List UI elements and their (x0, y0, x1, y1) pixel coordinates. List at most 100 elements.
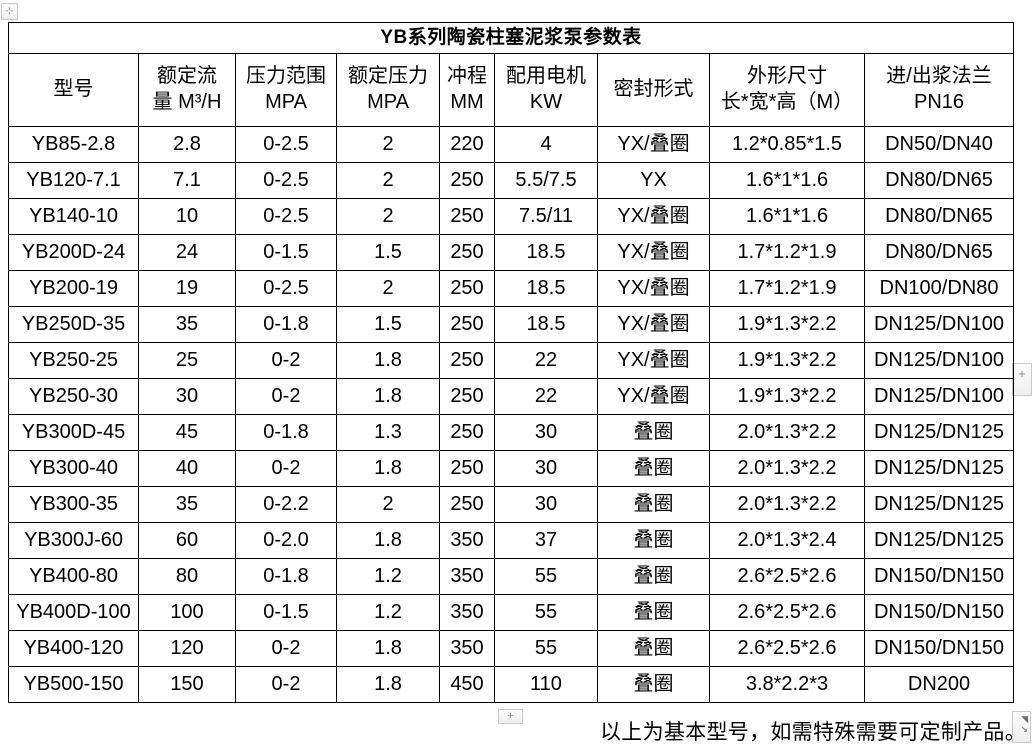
cell-model: YB120-7.1 (8, 162, 139, 199)
cell-rated-pressure: 1.8 (336, 378, 440, 415)
table-title: YB系列陶瓷柱塞泥浆泵参数表 (7, 22, 1015, 54)
cell-model: YB400-80 (8, 558, 139, 595)
table-row: YB400-80 80 0-1.8 1.2 350 55 叠圈 2.6*2.5*2.6 DN15… (8, 558, 1015, 595)
cell-seal-type: YX (597, 162, 710, 199)
cell-seal-type: 叠圈 (597, 630, 710, 667)
cell-pressure-range: 0-2 (235, 630, 337, 667)
cell-motor: 5.5/7.5 (494, 162, 598, 199)
cell-model: YB300D-45 (8, 414, 139, 451)
cell-motor: 7.5/11 (494, 198, 598, 235)
cell-dimensions: 3.8*2.2*3 (709, 666, 865, 703)
cell-pressure-range: 0-2.0 (235, 522, 337, 559)
cell-motor: 55 (494, 558, 598, 595)
cell-seal-type: 叠圈 (597, 414, 710, 451)
cell-flange: DN100/DN80 (863, 270, 1015, 307)
cell-seal-type: YX/叠圈 (597, 198, 710, 235)
cell-pressure-range: 0-2.5 (235, 198, 337, 235)
table-row: YB500-150 150 0-2 1.8 450 110 叠圈 3.8*2.2*3 DN200 (8, 666, 1015, 703)
cell-model: YB300J-60 (8, 522, 139, 559)
cell-rated-pressure: 1.8 (336, 450, 440, 487)
cell-dimensions: 1.9*1.3*2.2 (709, 378, 865, 415)
cell-rated-pressure: 2 (336, 270, 440, 307)
cell-model: YB500-150 (8, 666, 139, 703)
resize-corner-top-icon: ◥ (1021, 714, 1028, 724)
column-header-stroke: 冲程 MM (439, 53, 495, 127)
table-row: YB300-40 40 0-2 1.8 250 30 叠圈 2.0*1.3*2.2 DN125/… (8, 450, 1015, 487)
cell-rated-flow: 19 (138, 270, 236, 307)
header-line-1: 额定压力 (348, 65, 428, 88)
cell-rated-pressure: 2 (336, 198, 440, 235)
cell-rated-flow: 45 (138, 414, 236, 451)
header-line-1: 进/出浆法兰 (886, 65, 992, 88)
expand-right-button[interactable]: + (1012, 363, 1032, 396)
column-header-pressure-range: 压力范围 MPA (235, 53, 337, 127)
cell-rated-flow: 100 (138, 594, 236, 631)
header-line-2: MPA (265, 91, 307, 113)
cell-model: YB400D-100 (8, 594, 139, 631)
cell-dimensions: 2.0*1.3*2.2 (709, 414, 865, 451)
cell-stroke: 250 (439, 342, 495, 379)
cell-stroke: 250 (439, 378, 495, 415)
cell-rated-pressure: 2 (336, 126, 440, 163)
cell-flange: DN150/DN150 (863, 558, 1015, 595)
cell-rated-flow: 7.1 (138, 162, 236, 199)
column-header-dimensions: 外形尺寸 长*宽*高（M） (709, 53, 865, 127)
cell-stroke: 350 (439, 594, 495, 631)
cell-motor: 30 (494, 486, 598, 523)
cell-dimensions: 2.6*2.5*2.6 (709, 558, 865, 595)
cell-flange: DN125/DN125 (863, 522, 1015, 559)
cell-motor: 22 (494, 342, 598, 379)
cell-rated-flow: 24 (138, 234, 236, 271)
cell-motor: 22 (494, 378, 598, 415)
cell-dimensions: 2.6*2.5*2.6 (709, 594, 865, 631)
cell-rated-pressure: 1.8 (336, 342, 440, 379)
cell-motor: 37 (494, 522, 598, 559)
cell-pressure-range: 0-2 (235, 342, 337, 379)
column-header-motor: 配用电机 KW (494, 53, 598, 127)
cell-model: YB250D-35 (8, 306, 139, 343)
column-header-rated-flow: 额定流 量 M³/H (138, 53, 236, 127)
cell-stroke: 220 (439, 126, 495, 163)
cell-model: YB200-19 (8, 270, 139, 307)
table-row: YB400-120 120 0-2 1.8 350 55 叠圈 2.6*2.5*2.6 DN15… (8, 630, 1015, 667)
cell-flange: DN80/DN65 (863, 234, 1015, 271)
expand-bottom-button[interactable]: + (498, 709, 523, 724)
cell-pressure-range: 0-2.2 (235, 486, 337, 523)
cell-rated-pressure: 1.5 (336, 306, 440, 343)
cell-flange: DN200 (863, 666, 1015, 703)
table-row: YB400D-100 100 0-1.5 1.2 350 55 叠圈 2.6*2.5*2.6 D… (8, 594, 1015, 631)
move-handle-icon[interactable]: ⊹ (1, 3, 18, 20)
cell-stroke: 250 (439, 270, 495, 307)
cell-pressure-range: 0-2 (235, 666, 337, 703)
cell-stroke: 250 (439, 414, 495, 451)
cell-pressure-range: 0-2.5 (235, 270, 337, 307)
cell-motor: 30 (494, 450, 598, 487)
resize-corner-bottom-icon: ↘ (1020, 724, 1028, 734)
table-body: YB85-2.8 2.8 0-2.5 2 220 4 YX/叠圈 1.2*0.85*1.5 DN… (8, 126, 1015, 703)
table-row: YB250D-35 35 0-1.8 1.5 250 18.5 YX/叠圈 1.9*1.3*2… (8, 306, 1015, 343)
cell-rated-flow: 40 (138, 450, 236, 487)
cell-pressure-range: 0-2 (235, 378, 337, 415)
cell-motor: 110 (494, 666, 598, 703)
cell-seal-type: 叠圈 (597, 486, 710, 523)
cell-flange: DN80/DN65 (863, 162, 1015, 199)
cell-pressure-range: 0-2.5 (235, 126, 337, 163)
cell-rated-pressure: 1.8 (336, 522, 440, 559)
cell-model: YB300-40 (8, 450, 139, 487)
header-line-2: 长*宽*高（M） (720, 91, 854, 113)
resize-corner-handle[interactable]: ◥ ↘ (1012, 711, 1031, 743)
header-line-2: MPA (367, 91, 409, 113)
cell-motor: 30 (494, 414, 598, 451)
cell-rated-pressure: 1.2 (336, 594, 440, 631)
cell-rated-flow: 150 (138, 666, 236, 703)
cell-rated-pressure: 1.8 (336, 630, 440, 667)
cell-flange: DN125/DN125 (863, 414, 1015, 451)
table-title-row: YB系列陶瓷柱塞泥浆泵参数表 (7, 22, 1015, 54)
cell-stroke: 250 (439, 450, 495, 487)
cell-stroke: 350 (439, 558, 495, 595)
cell-seal-type: YX/叠圈 (597, 270, 710, 307)
cell-rated-flow: 80 (138, 558, 236, 595)
cell-dimensions: 1.2*0.85*1.5 (709, 126, 865, 163)
header-line-1: 配用电机 (506, 65, 586, 88)
table-row: YB120-7.1 7.1 0-2.5 2 250 5.5/7.5 YX 1.6*1*1.6 D… (8, 162, 1015, 199)
